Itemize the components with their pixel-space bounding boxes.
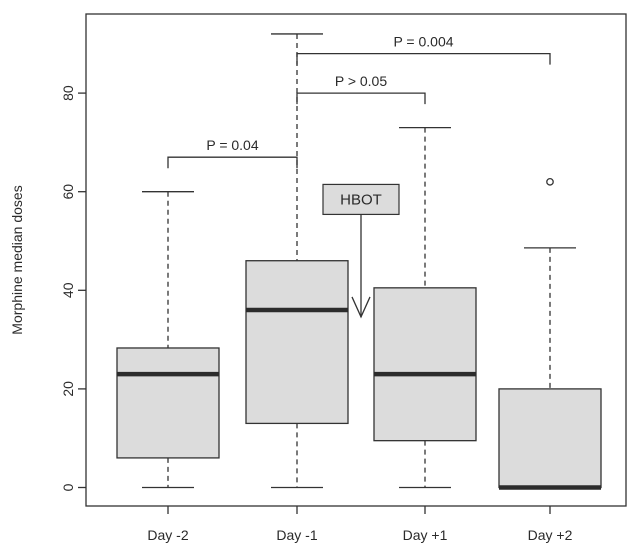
comparison-bracket: P > 0.05 — [296, 73, 426, 105]
box-group — [498, 177, 602, 490]
iqr-box — [498, 388, 602, 489]
iqr-box — [116, 347, 220, 459]
p-value-label: P > 0.05 — [335, 73, 388, 89]
x-axis: Day -2 Day -1 Day +1 Day +2 — [147, 506, 573, 543]
y-tick-label: 20 — [60, 381, 76, 397]
box-group — [245, 33, 349, 489]
y-tick-label: 60 — [60, 184, 76, 200]
comparison-bracket: P = 0.004 — [296, 34, 551, 65]
box-series — [116, 33, 602, 490]
iqr-box — [373, 287, 477, 442]
y-tick-label: 40 — [60, 282, 76, 298]
bracket-line — [296, 92, 426, 105]
comparison-bracket: P = 0.04 — [167, 137, 298, 169]
iqr-box — [245, 260, 349, 425]
hbot-label-box — [322, 183, 400, 216]
hbot-label: HBOT — [340, 191, 382, 208]
p-value-label: P = 0.004 — [393, 34, 453, 50]
y-tick-label: 80 — [60, 85, 76, 101]
box-group — [373, 126, 477, 489]
plot-frame — [85, 13, 627, 507]
p-value-label: P = 0.04 — [206, 137, 259, 153]
y-axis: 0 20 40 60 80 — [60, 85, 86, 491]
x-tick-label: Day +2 — [528, 527, 573, 543]
hbot-arrow-head — [351, 296, 371, 319]
y-axis-title: Morphine median doses — [9, 185, 25, 334]
x-tick-label: Day -2 — [147, 527, 188, 543]
x-tick-label: Day -1 — [276, 527, 317, 543]
hbot-annotation: HBOT — [322, 183, 400, 319]
bracket-line — [296, 53, 551, 65]
outlier-point — [546, 177, 554, 186]
box-group — [116, 191, 220, 489]
y-tick-label: 0 — [60, 483, 76, 491]
significance-brackets: P = 0.04 P > 0.05 P = 0.004 — [167, 34, 551, 169]
x-tick-label: Day +1 — [403, 527, 448, 543]
bracket-line — [167, 156, 298, 169]
